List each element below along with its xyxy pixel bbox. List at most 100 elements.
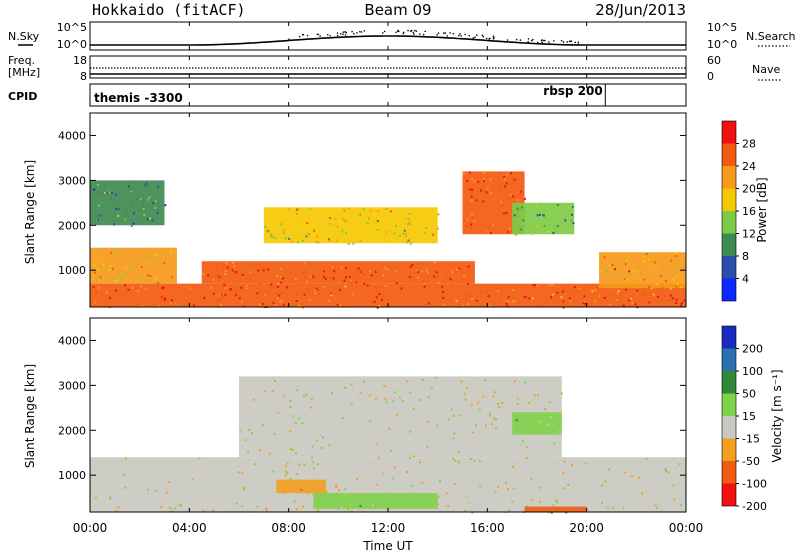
power-cell xyxy=(141,204,144,207)
power-cell xyxy=(373,221,376,224)
power-cell xyxy=(363,273,366,276)
velocity-cell xyxy=(352,445,355,448)
velocity-cell xyxy=(365,479,368,482)
power-cell xyxy=(317,292,320,295)
power-cell xyxy=(435,297,438,300)
velocity-cell xyxy=(630,475,633,478)
power-cell xyxy=(488,304,491,307)
velocity-cell xyxy=(458,414,461,417)
velocity-cell xyxy=(545,464,548,467)
power-colorbar-swatch xyxy=(722,256,736,279)
velocity-cell xyxy=(351,509,354,512)
power-cell xyxy=(441,296,444,299)
power-cell xyxy=(469,171,472,174)
velocity-cell xyxy=(624,471,627,474)
velocity-cell xyxy=(606,458,609,461)
velocity-cell xyxy=(664,468,667,471)
noise-search-dot xyxy=(436,34,438,36)
power-cell xyxy=(475,199,478,202)
velocity-cell xyxy=(497,485,500,488)
power-cell xyxy=(661,287,664,290)
power-cell xyxy=(509,197,512,200)
velocity-cell xyxy=(680,503,683,506)
velocity-cell xyxy=(317,509,320,512)
power-cell xyxy=(137,221,140,224)
power-cell xyxy=(111,267,114,270)
power-cell xyxy=(384,285,387,288)
power-cell xyxy=(109,198,112,201)
velocity-cell xyxy=(437,495,440,498)
velocity-cell xyxy=(539,486,542,489)
velocity-cell xyxy=(284,470,287,473)
power-cell xyxy=(466,218,469,221)
velocity-cell xyxy=(584,462,587,465)
power-cell xyxy=(274,303,277,306)
velocity-cell xyxy=(395,414,398,417)
power-cell xyxy=(436,227,439,230)
power-cell xyxy=(348,207,351,210)
noise-search-dot xyxy=(532,38,534,41)
power-cell xyxy=(547,230,550,233)
power-cell xyxy=(465,225,468,228)
power-cell xyxy=(140,285,143,288)
power-cell xyxy=(680,304,683,307)
power-cell xyxy=(317,234,320,237)
velocity-cell xyxy=(134,468,137,471)
velocity-cell xyxy=(398,396,401,399)
power-cell xyxy=(140,275,143,278)
power-cell xyxy=(336,303,339,306)
velocity-cell xyxy=(316,498,319,501)
power-cell xyxy=(644,298,647,301)
power-cell xyxy=(277,282,280,285)
power-cell xyxy=(107,268,110,271)
velocity-cell xyxy=(350,403,353,406)
velocity-cell xyxy=(458,451,461,454)
power-cell xyxy=(337,304,340,307)
velocity-cell xyxy=(475,376,478,379)
power-cell xyxy=(309,299,312,302)
velocity-cell xyxy=(515,504,518,507)
power-cell xyxy=(124,284,127,287)
power-cell xyxy=(296,224,299,227)
velocity-cell xyxy=(306,504,309,507)
velocity-cell xyxy=(272,470,275,473)
velocity-cell xyxy=(358,509,361,512)
power-cell xyxy=(536,214,539,217)
power-cell xyxy=(93,196,96,199)
velocity-cell xyxy=(460,380,463,383)
power-cell xyxy=(324,277,327,280)
noise-search-dot xyxy=(449,32,451,34)
velocity-cell xyxy=(676,484,679,487)
power-cell xyxy=(315,241,318,244)
power-cell xyxy=(462,304,465,307)
velocity-cell xyxy=(284,474,287,477)
velocity-cell xyxy=(147,488,150,491)
power-cell xyxy=(638,271,641,274)
power-cell xyxy=(552,293,555,296)
power-cell xyxy=(641,293,644,296)
power-colorbar-swatch xyxy=(722,121,736,144)
power-cell xyxy=(531,297,534,300)
power-cell xyxy=(210,286,213,289)
power-cell xyxy=(222,267,225,270)
noise-search-dot xyxy=(548,41,550,43)
velocity-cell xyxy=(350,383,353,386)
power-cell xyxy=(240,286,243,289)
power-cell xyxy=(421,270,424,273)
velocity-ylabel: Slant Range [km] xyxy=(23,364,37,468)
velocity-cell xyxy=(432,467,435,470)
power-cell xyxy=(302,306,305,309)
power-cell xyxy=(656,295,659,298)
power-cell xyxy=(359,239,362,242)
velocity-cell xyxy=(536,394,539,397)
velocity-cell xyxy=(128,496,131,499)
power-cell xyxy=(480,189,483,192)
power-cell xyxy=(650,273,653,276)
velocity-cell xyxy=(555,474,558,477)
noise-search-dot xyxy=(527,41,529,43)
power-cell xyxy=(659,271,662,274)
power-cell xyxy=(517,302,520,305)
power-cell xyxy=(157,282,160,285)
freq-left-tick-top: 18 xyxy=(73,54,87,67)
power-cell xyxy=(356,222,359,225)
